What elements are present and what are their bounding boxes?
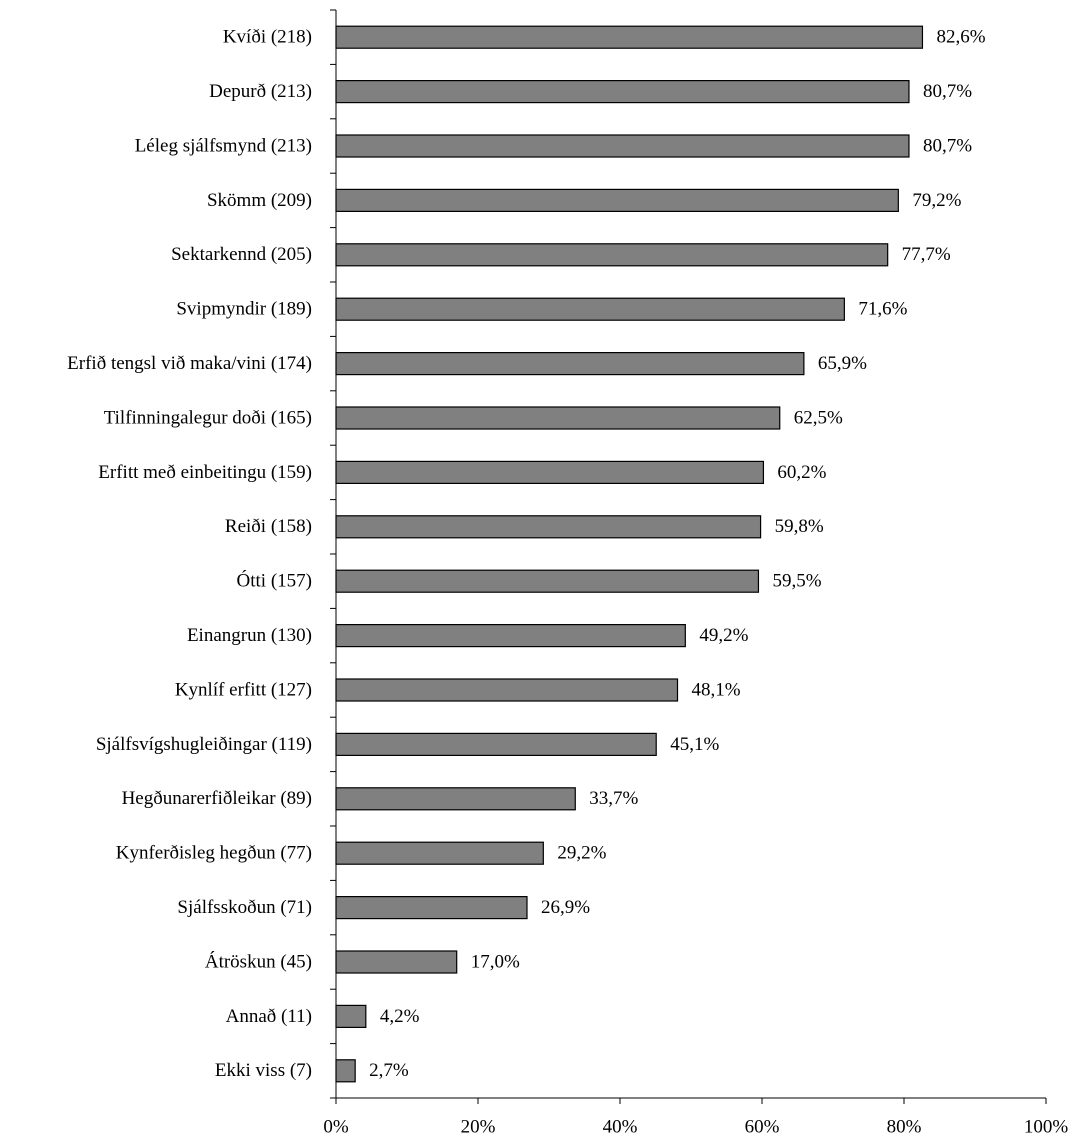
y-tick-label: Léleg sjálfsmynd (213) — [135, 135, 312, 156]
bar — [335, 841, 544, 865]
value-label: 29,2% — [557, 843, 606, 864]
value-label: 79,2% — [912, 190, 961, 211]
bar — [335, 895, 528, 920]
y-tick-label: Erfitt með einbeitingu (159) — [98, 462, 312, 483]
value-label: 59,5% — [772, 571, 821, 592]
bar — [335, 623, 686, 648]
y-tick-label: Einangrun (130) — [187, 625, 312, 646]
bar — [335, 732, 657, 757]
y-tick-label: Ekki viss (7) — [215, 1060, 312, 1081]
value-label: 62,5% — [794, 407, 843, 428]
x-tick-label: 100% — [1024, 1116, 1069, 1137]
y-tick-label: Annað (11) — [226, 1006, 312, 1027]
value-label: 80,7% — [923, 135, 972, 156]
value-label: 26,9% — [541, 897, 590, 918]
y-tick-label: Kynferðisleg hegðun (77) — [116, 843, 312, 864]
y-tick-label: Tilfinningalegur doði (165) — [104, 407, 312, 428]
value-label: 77,7% — [902, 244, 951, 265]
value-label: 65,9% — [818, 353, 867, 374]
y-tick-label: Depurð (213) — [209, 81, 312, 102]
bar — [335, 297, 845, 321]
value-label: 82,6% — [936, 27, 985, 48]
bar — [335, 1059, 356, 1083]
bar — [335, 134, 910, 158]
value-label: 60,2% — [777, 462, 826, 483]
y-tick-label: Átröskun (45) — [205, 950, 312, 972]
y-tick-label: Reiði (158) — [225, 516, 312, 537]
y-tick-label: Sjálfsskoðun (71) — [177, 897, 312, 918]
bar — [335, 1004, 367, 1029]
y-tick-label: Kynlíf erfitt (127) — [175, 679, 312, 700]
x-tick-label: 20% — [461, 1116, 496, 1137]
y-tick-label: Kvíði (218) — [223, 27, 312, 48]
value-label: 48,1% — [692, 679, 741, 700]
value-label: 80,7% — [923, 81, 972, 102]
bar — [335, 188, 899, 212]
value-label: 2,7% — [369, 1060, 409, 1081]
value-label: 4,2% — [380, 1006, 420, 1027]
bar — [335, 678, 679, 702]
x-tick-label: 40% — [603, 1116, 638, 1137]
bar — [335, 243, 889, 267]
value-label: 45,1% — [670, 734, 719, 755]
y-tick-label: Hegðunarerfiðleikar (89) — [122, 788, 312, 809]
bar — [335, 79, 910, 104]
bar — [335, 515, 762, 539]
bar — [335, 25, 924, 49]
value-label: 33,7% — [589, 788, 638, 809]
x-tick-label: 0% — [323, 1116, 349, 1137]
value-label: 17,0% — [471, 951, 520, 972]
bar — [335, 406, 781, 430]
bar — [335, 460, 765, 484]
x-tick-label: 60% — [745, 1116, 780, 1137]
y-tick-label: Erfið tengsl við maka/vini (174) — [67, 353, 312, 374]
y-tick-label: Ótti (157) — [237, 570, 312, 592]
y-tick-label: Sektarkennd (205) — [171, 244, 312, 265]
y-tick-label: Sjálfsvígshugleiðingar (119) — [96, 734, 312, 755]
bar — [335, 352, 805, 376]
y-tick-label: Skömm (209) — [207, 190, 312, 211]
x-tick-label: 80% — [887, 1116, 922, 1137]
value-label: 71,6% — [858, 299, 907, 320]
bar — [335, 950, 458, 974]
value-label: 49,2% — [699, 625, 748, 646]
y-tick-label: Svipmyndir (189) — [176, 299, 312, 320]
value-label: 59,8% — [775, 516, 824, 537]
bar — [335, 787, 576, 811]
bar — [335, 569, 760, 593]
